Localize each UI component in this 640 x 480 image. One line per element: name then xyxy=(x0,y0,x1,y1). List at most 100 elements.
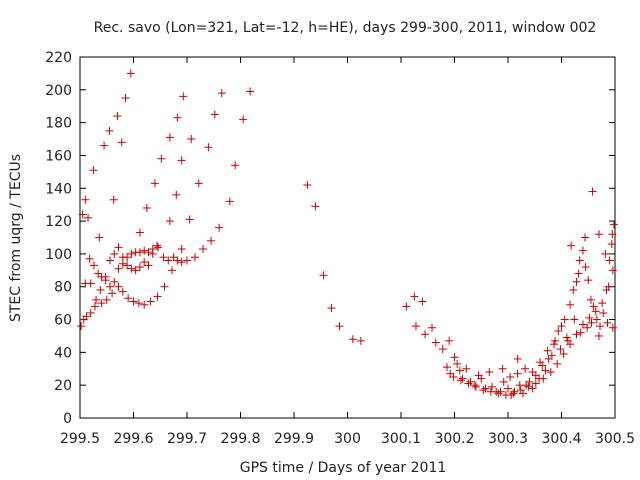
data-point xyxy=(154,243,163,252)
data-point xyxy=(204,143,213,152)
data-point xyxy=(487,382,496,391)
data-point xyxy=(114,264,123,273)
data-point xyxy=(449,372,458,381)
data-point xyxy=(538,361,547,370)
data-point xyxy=(547,351,556,360)
data-point xyxy=(575,256,584,265)
data-point xyxy=(567,241,576,250)
x-tick-label: 300.2 xyxy=(434,431,474,447)
data-point xyxy=(544,354,553,363)
data-point xyxy=(584,276,593,285)
data-point xyxy=(105,282,114,291)
y-tick-label: 40 xyxy=(54,345,72,361)
data-point xyxy=(191,253,200,262)
data-point xyxy=(602,286,611,295)
x-tick-label: 300.3 xyxy=(488,431,528,447)
data-point xyxy=(411,322,420,331)
data-point xyxy=(179,92,188,101)
data-point xyxy=(134,299,143,308)
data-point xyxy=(556,345,565,354)
data-point xyxy=(164,256,173,265)
data-point xyxy=(481,384,490,393)
data-point xyxy=(546,368,555,377)
data-point xyxy=(516,386,525,395)
data-point xyxy=(102,295,111,304)
data-point xyxy=(470,381,479,390)
data-point xyxy=(453,359,462,368)
data-point xyxy=(160,282,169,291)
data-point xyxy=(572,330,581,339)
data-point xyxy=(479,386,488,395)
data-point xyxy=(185,215,194,224)
axis-ticks xyxy=(79,56,616,419)
data-point xyxy=(486,387,495,396)
data-point xyxy=(566,300,575,309)
data-point xyxy=(129,297,138,306)
data-point xyxy=(581,263,590,272)
data-point xyxy=(528,384,537,393)
data-point xyxy=(101,272,110,281)
data-point xyxy=(513,354,522,363)
data-point xyxy=(81,195,90,204)
data-point xyxy=(569,286,578,295)
data-point xyxy=(421,330,430,339)
data-point xyxy=(110,249,119,258)
data-point xyxy=(210,110,219,119)
data-point xyxy=(539,374,548,383)
data-point xyxy=(105,126,114,135)
data-point xyxy=(153,292,162,301)
data-point xyxy=(153,241,162,250)
data-point xyxy=(89,166,98,175)
data-point xyxy=(118,287,127,296)
y-axis-label: STEC from uqrg / TECUs xyxy=(8,154,24,322)
data-point xyxy=(592,315,601,324)
data-point xyxy=(114,282,123,291)
data-point xyxy=(194,179,203,188)
data-point xyxy=(135,248,144,257)
x-tick-label: 299.9 xyxy=(274,431,314,447)
data-point xyxy=(536,358,545,367)
data-point xyxy=(431,338,440,347)
data-point xyxy=(557,322,566,331)
data-point xyxy=(124,294,133,303)
data-point xyxy=(311,202,320,211)
data-point xyxy=(169,253,178,262)
y-tick-label: 0 xyxy=(63,411,72,427)
data-point xyxy=(217,89,226,98)
data-point xyxy=(108,289,117,298)
data-point xyxy=(356,336,365,345)
data-point xyxy=(462,364,471,373)
data-point xyxy=(94,269,103,278)
data-point xyxy=(144,261,153,270)
data-point xyxy=(126,69,135,78)
data-point xyxy=(157,154,166,163)
data-point xyxy=(524,382,533,391)
data-point xyxy=(574,269,583,278)
data-point xyxy=(177,244,186,253)
data-point xyxy=(578,320,587,329)
x-tick-label: 300 xyxy=(334,431,361,447)
data-point xyxy=(78,210,87,219)
data-point xyxy=(402,302,411,311)
y-tick-label: 120 xyxy=(45,214,72,230)
data-point xyxy=(215,223,224,232)
data-point xyxy=(518,389,527,398)
data-point xyxy=(494,389,503,398)
data-point xyxy=(550,340,559,349)
data-point xyxy=(543,346,552,355)
data-point xyxy=(231,161,240,170)
data-point xyxy=(605,256,614,265)
data-point xyxy=(335,322,344,331)
data-point xyxy=(596,322,605,331)
data-point xyxy=(95,233,104,242)
data-point xyxy=(127,249,136,258)
data-point xyxy=(135,228,144,237)
data-point xyxy=(496,387,505,396)
data-point xyxy=(553,359,562,368)
x-tick-label: 299.8 xyxy=(220,431,260,447)
data-point xyxy=(585,313,594,322)
data-point xyxy=(410,292,419,301)
data-point xyxy=(96,286,105,295)
data-point xyxy=(566,340,575,349)
data-point xyxy=(131,266,140,275)
